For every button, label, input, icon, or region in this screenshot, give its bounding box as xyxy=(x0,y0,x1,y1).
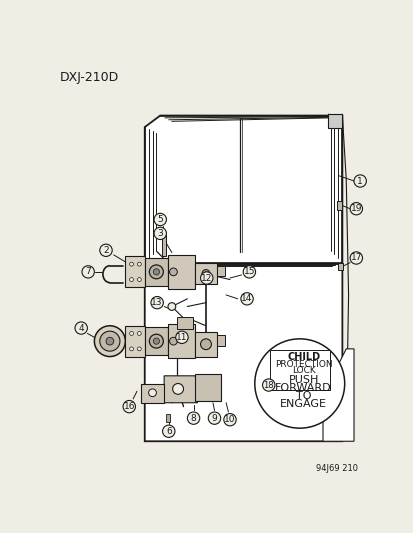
Circle shape xyxy=(149,334,163,348)
Circle shape xyxy=(137,262,141,266)
Circle shape xyxy=(349,203,362,215)
Circle shape xyxy=(187,412,199,424)
Polygon shape xyxy=(125,326,145,357)
Text: 9: 9 xyxy=(211,414,217,423)
Text: 1: 1 xyxy=(356,176,362,185)
Polygon shape xyxy=(168,324,195,358)
Circle shape xyxy=(172,384,183,394)
Circle shape xyxy=(353,175,366,187)
Circle shape xyxy=(208,412,220,424)
Text: FORWARD: FORWARD xyxy=(275,383,331,393)
Text: PROTECTION: PROTECTION xyxy=(274,360,332,369)
Polygon shape xyxy=(140,384,164,403)
Text: TO: TO xyxy=(295,391,311,401)
Circle shape xyxy=(176,331,188,343)
Polygon shape xyxy=(157,118,329,252)
Circle shape xyxy=(137,347,141,351)
Text: 2: 2 xyxy=(103,246,109,255)
Circle shape xyxy=(154,213,166,225)
Text: 15: 15 xyxy=(243,268,254,276)
Circle shape xyxy=(149,265,163,279)
FancyBboxPatch shape xyxy=(269,350,329,391)
Text: 6: 6 xyxy=(166,427,171,436)
Circle shape xyxy=(129,278,133,281)
Circle shape xyxy=(123,400,135,413)
Text: 12: 12 xyxy=(201,273,212,282)
Circle shape xyxy=(254,339,344,428)
Circle shape xyxy=(100,244,112,256)
Circle shape xyxy=(154,227,166,239)
Circle shape xyxy=(148,389,156,397)
Circle shape xyxy=(129,262,133,266)
Text: ENGAGE: ENGAGE xyxy=(280,399,326,408)
Text: 8: 8 xyxy=(190,414,196,423)
Circle shape xyxy=(129,332,133,335)
Polygon shape xyxy=(195,374,220,401)
FancyBboxPatch shape xyxy=(195,332,216,357)
Text: 5: 5 xyxy=(157,215,163,224)
Circle shape xyxy=(129,347,133,351)
Text: 17: 17 xyxy=(350,254,361,262)
Text: CHILD: CHILD xyxy=(286,352,319,362)
Circle shape xyxy=(137,278,141,281)
Circle shape xyxy=(82,265,94,278)
Polygon shape xyxy=(125,256,145,287)
Polygon shape xyxy=(164,376,197,403)
Text: PUSH: PUSH xyxy=(288,375,318,385)
Text: 3: 3 xyxy=(157,229,163,238)
Circle shape xyxy=(202,270,209,277)
Circle shape xyxy=(200,339,211,350)
FancyBboxPatch shape xyxy=(195,263,216,284)
Circle shape xyxy=(240,293,253,305)
Circle shape xyxy=(168,303,176,310)
Circle shape xyxy=(242,265,255,278)
FancyBboxPatch shape xyxy=(161,235,165,256)
Circle shape xyxy=(204,272,207,275)
Text: DXJ-210D: DXJ-210D xyxy=(59,71,119,84)
Circle shape xyxy=(151,296,163,309)
Circle shape xyxy=(137,332,141,335)
FancyBboxPatch shape xyxy=(216,335,224,346)
Circle shape xyxy=(162,425,175,438)
Circle shape xyxy=(153,338,159,344)
Text: 14: 14 xyxy=(241,294,252,303)
Circle shape xyxy=(100,331,120,351)
Circle shape xyxy=(153,269,159,275)
Text: 13: 13 xyxy=(151,298,162,307)
FancyBboxPatch shape xyxy=(216,265,224,277)
FancyBboxPatch shape xyxy=(338,263,342,270)
FancyBboxPatch shape xyxy=(328,114,342,128)
Polygon shape xyxy=(145,258,168,286)
Text: 7: 7 xyxy=(85,268,91,276)
Polygon shape xyxy=(145,116,342,441)
Circle shape xyxy=(223,414,236,426)
Circle shape xyxy=(169,337,177,345)
Text: 4: 4 xyxy=(78,324,84,333)
Circle shape xyxy=(200,272,212,284)
Polygon shape xyxy=(168,255,195,289)
Circle shape xyxy=(106,337,114,345)
Polygon shape xyxy=(145,327,168,355)
Text: LOCK: LOCK xyxy=(291,366,315,375)
Polygon shape xyxy=(322,349,353,441)
Text: 94J69 210: 94J69 210 xyxy=(315,464,357,473)
Circle shape xyxy=(94,326,125,357)
Circle shape xyxy=(75,322,87,334)
Circle shape xyxy=(349,252,362,264)
Text: 18: 18 xyxy=(263,381,273,390)
Circle shape xyxy=(169,268,177,276)
FancyBboxPatch shape xyxy=(336,201,342,210)
Text: 11: 11 xyxy=(176,333,187,342)
FancyBboxPatch shape xyxy=(166,414,170,422)
Text: 16: 16 xyxy=(123,402,135,411)
FancyBboxPatch shape xyxy=(177,317,192,329)
Text: 19: 19 xyxy=(350,204,361,213)
Circle shape xyxy=(262,379,274,391)
Text: 10: 10 xyxy=(224,415,235,424)
